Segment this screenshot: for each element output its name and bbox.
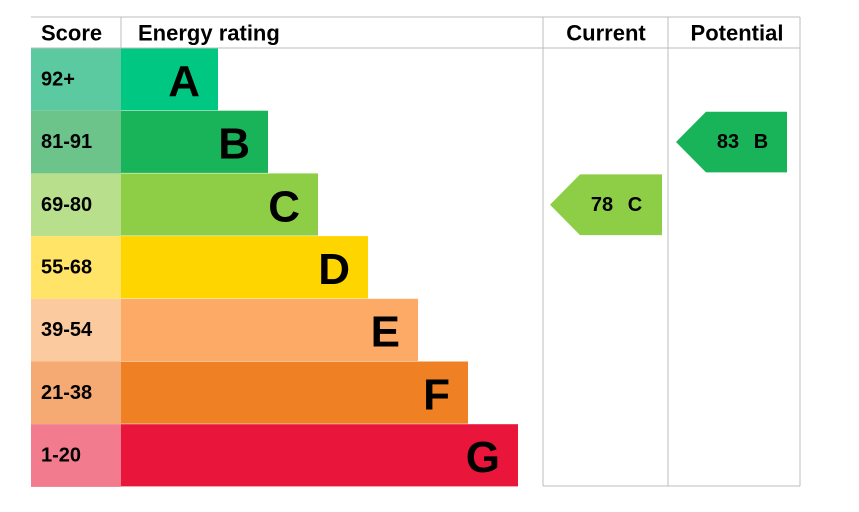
potential-value: 83 bbox=[717, 131, 739, 153]
rating-bar bbox=[121, 48, 218, 111]
score-range: 69-80 bbox=[41, 194, 92, 216]
score-range: 1-20 bbox=[41, 445, 81, 467]
score-range: 21-38 bbox=[41, 382, 92, 404]
score-cell bbox=[31, 424, 121, 487]
potential-letter: B bbox=[754, 131, 768, 153]
rating-bar bbox=[121, 236, 368, 299]
score-range: 81-91 bbox=[41, 131, 92, 153]
current-arrow bbox=[550, 174, 662, 236]
current-value: 78 bbox=[591, 194, 613, 216]
score-cell bbox=[31, 236, 121, 299]
header-rating: Energy rating bbox=[138, 21, 280, 46]
potential-arrow bbox=[676, 111, 787, 173]
score-cell bbox=[31, 48, 121, 111]
rating-bar bbox=[121, 110, 268, 173]
score-cell bbox=[31, 173, 121, 237]
current-letter: C bbox=[628, 194, 642, 216]
score-range: 39-54 bbox=[41, 319, 93, 341]
score-cell bbox=[31, 361, 121, 425]
score-range: 55-68 bbox=[41, 256, 92, 278]
header-current: Current bbox=[566, 21, 646, 46]
rating-bar bbox=[121, 298, 418, 361]
header-potential: Potential bbox=[691, 21, 784, 46]
rating-letter: C bbox=[268, 182, 300, 231]
rating-letter: G bbox=[466, 433, 500, 482]
rating-letter: D bbox=[318, 245, 350, 294]
score-range: 92+ bbox=[41, 68, 75, 90]
score-cell bbox=[31, 298, 121, 362]
rating-letter: E bbox=[371, 308, 400, 357]
rating-bar bbox=[121, 173, 318, 236]
rating-letter: A bbox=[168, 57, 200, 106]
rating-bar bbox=[121, 361, 468, 424]
header-score: Score bbox=[41, 21, 102, 46]
rating-letter: B bbox=[218, 120, 250, 169]
score-cell bbox=[31, 110, 121, 174]
rating-letter: F bbox=[423, 370, 450, 419]
rating-bar bbox=[121, 424, 518, 487]
